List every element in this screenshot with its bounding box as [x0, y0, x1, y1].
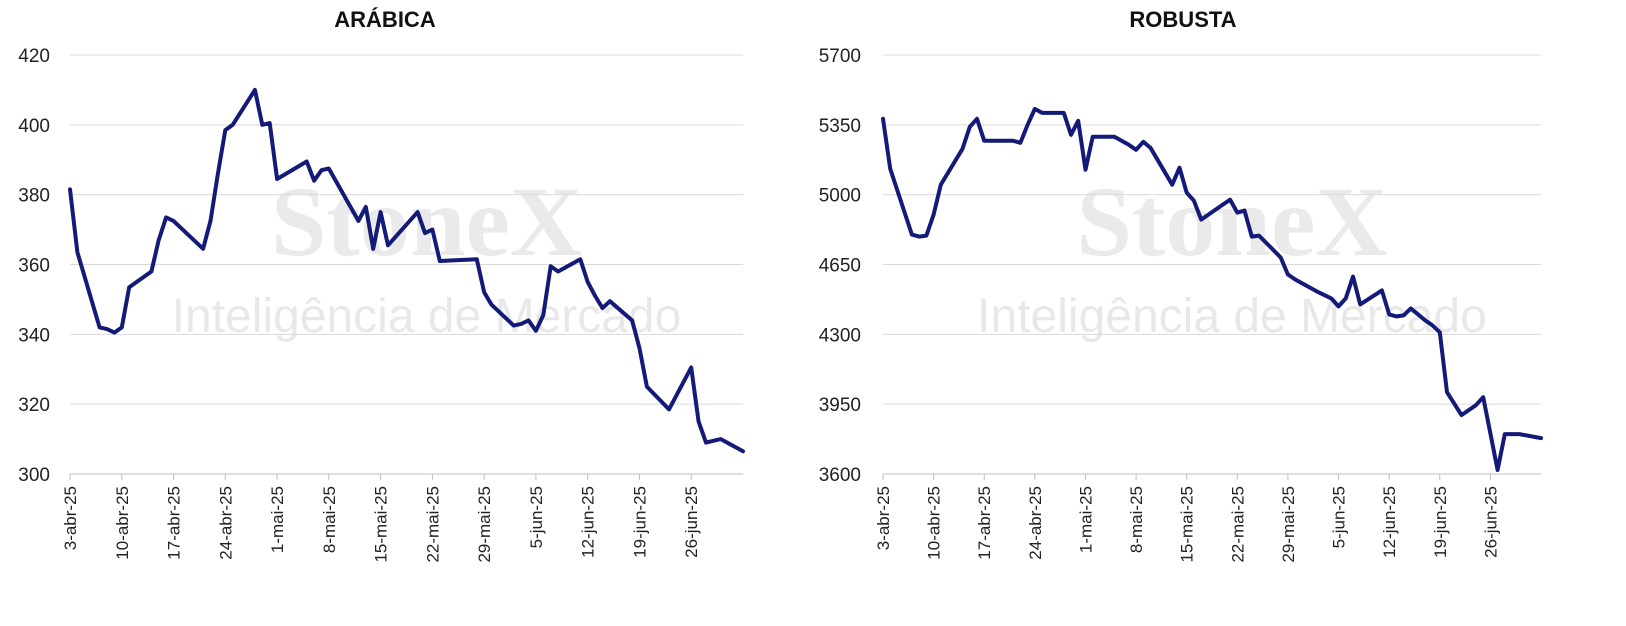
x-tick-label: 12-jun-25 — [1380, 486, 1399, 558]
x-tick-label: 5-jun-25 — [527, 486, 546, 548]
y-tick-label: 400 — [18, 116, 50, 137]
y-tick-label: 380 — [18, 186, 50, 207]
x-tick-label: 8-mai-25 — [320, 486, 339, 553]
x-tick-label: 3-abr-25 — [61, 486, 80, 550]
series-line — [68, 87, 745, 454]
y-tick-label: 420 — [18, 46, 50, 67]
x-tick-label: 10-abr-25 — [925, 486, 944, 560]
x-tick-label: 8-mai-25 — [1127, 486, 1146, 553]
x-tick-label: 29-mai-25 — [1279, 486, 1298, 563]
y-tick-label: 4650 — [819, 256, 861, 277]
x-tick-label: 12-jun-25 — [579, 486, 598, 558]
watermark-tagline: Inteligência de Mercado — [977, 290, 1487, 343]
x-tick-label: 3-abr-25 — [874, 486, 893, 550]
watermark-brand: StoneX — [1076, 166, 1387, 277]
x-tick-label: 19-jun-25 — [1431, 486, 1450, 558]
x-tick-label: 29-mai-25 — [475, 486, 494, 563]
arabica-chart-panel: ARÁBICA 300 320 340 360 380 400 420 3-abr-25 10-a… — [18, 7, 745, 563]
x-tick-label: 5-jun-25 — [1330, 486, 1349, 548]
series-line — [881, 106, 1543, 472]
x-tick-label: 10-abr-25 — [113, 486, 132, 560]
robusta-chart-panel: ROBUSTA 3600 3950 4300 4650 5000 5350 5700 3-abr… — [813, 0, 1626, 626]
y-tick-label: 360 — [18, 256, 50, 277]
y-tick-label: 340 — [18, 325, 50, 346]
x-tick-label: 15-mai-25 — [372, 486, 391, 563]
y-tick-label: 320 — [18, 395, 50, 416]
robusta-chart: ROBUSTA 3600 3950 4300 4650 5000 5350 5700 3-abr… — [819, 7, 1543, 563]
chart-title: ROBUSTA — [1129, 7, 1236, 32]
y-tick-label: 300 — [18, 465, 50, 486]
x-tick-label: 24-abr-25 — [1026, 486, 1045, 560]
y-tick-label: 5700 — [819, 46, 861, 67]
arabica-chart: ARÁBICA 300 320 340 360 380 400 420 3-abr-25 10-a… — [18, 7, 745, 563]
x-tick-label: 19-jun-25 — [630, 486, 649, 558]
watermark-tagline: Inteligência de Mercado — [172, 290, 682, 343]
x-tick-label: 1-mai-25 — [1076, 486, 1095, 553]
x-tick-label: 1-mai-25 — [268, 486, 287, 553]
chart-title: ARÁBICA — [334, 7, 436, 32]
x-tick-label: 26-jun-25 — [682, 486, 701, 558]
y-tick-label: 3600 — [819, 465, 861, 486]
watermark-brand: StoneX — [271, 166, 582, 277]
x-tick-label: 26-jun-25 — [1481, 486, 1500, 558]
x-tick-label: 15-mai-25 — [1178, 486, 1197, 563]
y-tick-label: 3950 — [819, 395, 861, 416]
x-tick-label: 17-abr-25 — [165, 486, 184, 560]
x-tick-label: 17-abr-25 — [975, 486, 994, 560]
x-tick-label: 22-mai-25 — [423, 486, 442, 563]
x-tick-label: 24-abr-25 — [216, 486, 235, 560]
y-tick-label: 5350 — [819, 116, 861, 137]
x-tick-label: 22-mai-25 — [1228, 486, 1247, 563]
y-tick-label: 4300 — [819, 325, 861, 346]
y-tick-label: 5000 — [819, 186, 861, 207]
